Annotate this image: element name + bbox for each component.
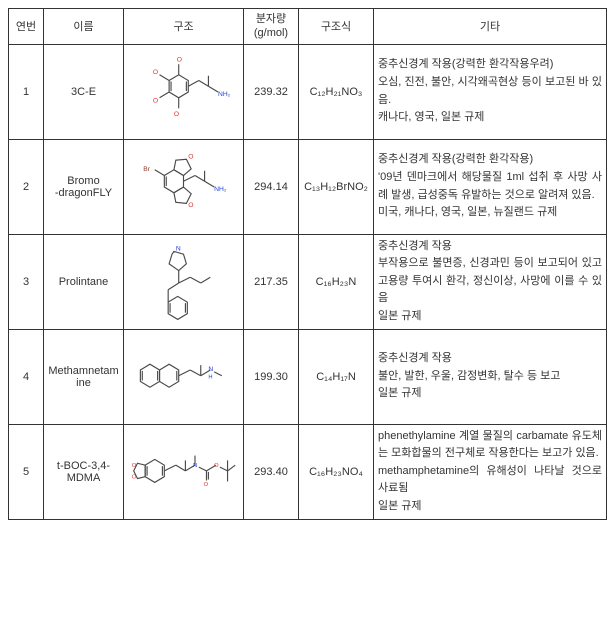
molecule-diagram: O O O O NH₂ <box>126 47 241 133</box>
svg-text:O: O <box>132 475 137 481</box>
table-row: 5 t-BOC-3,4-MDMA <box>9 424 607 519</box>
cell-num: 5 <box>9 424 44 519</box>
svg-text:O: O <box>177 56 182 63</box>
table-row: 4 Methamnetamine <box>9 329 607 424</box>
cell-structure: O O O O NH₂ <box>124 44 244 139</box>
cell-num: 4 <box>9 329 44 424</box>
header-molweight-l1: 분자량 <box>256 13 286 25</box>
svg-text:N: N <box>176 245 181 252</box>
cell-etc: 중추신경계 작용(강력한 환각작용우려) 오심, 진전, 불안, 시각왜곡현상 … <box>374 44 607 139</box>
header-name: 이름 <box>44 9 124 45</box>
header-formula: 구조식 <box>299 9 374 45</box>
table-row: 1 3C-E <box>9 44 607 139</box>
svg-text:N: N <box>193 463 197 469</box>
cell-formula: C₁₆H₂₃N <box>299 234 374 329</box>
svg-text:O: O <box>132 463 137 469</box>
table-row: 3 Prolintane N <box>9 234 607 329</box>
cell-num: 2 <box>9 139 44 234</box>
header-molweight: 분자량 (g/mol) <box>244 9 299 45</box>
cell-etc: phenethylamine 계열 물질의 carbamate 유도체는 모화합… <box>374 424 607 519</box>
cell-structure: N <box>124 234 244 329</box>
svg-text:O: O <box>188 202 193 209</box>
svg-text:H: H <box>208 375 212 381</box>
molecule-diagram: Br O O NH₂ <box>126 142 241 228</box>
cell-name: 3C-E <box>44 44 124 139</box>
table-row: 2 Bromo-dragonFLY Br <box>9 139 607 234</box>
cell-formula: C₁₆H₂₃NO₄ <box>299 424 374 519</box>
cell-etc: 중추신경계 작용 불안, 발한, 우울, 감정변화, 탈수 등 보고 일본 규제 <box>374 329 607 424</box>
compound-table: 연번 이름 구조 분자량 (g/mol) 구조식 기타 1 3C-E <box>8 8 607 520</box>
svg-text:O: O <box>153 69 158 76</box>
svg-text:N: N <box>208 366 213 373</box>
cell-num: 1 <box>9 44 44 139</box>
cell-molweight: 199.30 <box>244 329 299 424</box>
svg-text:O: O <box>188 153 193 160</box>
header-molweight-l2: (g/mol) <box>254 27 288 39</box>
cell-formula: C₁₂H₂₁NO₃ <box>299 44 374 139</box>
molecule-diagram: N <box>126 237 241 323</box>
cell-name: Methamnetamine <box>44 329 124 424</box>
svg-text:O: O <box>174 111 179 118</box>
svg-text:NH₂: NH₂ <box>214 186 227 193</box>
header-etc: 기타 <box>374 9 607 45</box>
cell-structure: O O N O O <box>124 424 244 519</box>
cell-etc: 중추신경계 작용(강력한 환각작용) '09년 덴마크에서 해당물질 1ml 섭… <box>374 139 607 234</box>
cell-num: 3 <box>9 234 44 329</box>
cell-molweight: 239.32 <box>244 44 299 139</box>
cell-molweight: 294.14 <box>244 139 299 234</box>
cell-etc: 중추신경계 작용 부작용으로 불면증, 신경과민 등이 보고되어 있고 고용량 … <box>374 234 607 329</box>
cell-molweight: 293.40 <box>244 424 299 519</box>
molecule-diagram: O O N O O <box>126 446 241 494</box>
svg-text:Br: Br <box>143 166 150 173</box>
cell-name: Prolintane <box>44 234 124 329</box>
molecule-diagram: N H <box>126 346 241 404</box>
cell-structure: N H <box>124 329 244 424</box>
cell-formula: C₁₄H₁₇N <box>299 329 374 424</box>
table-header-row: 연번 이름 구조 분자량 (g/mol) 구조식 기타 <box>9 9 607 45</box>
header-num: 연번 <box>9 9 44 45</box>
cell-structure: Br O O NH₂ <box>124 139 244 234</box>
cell-name: Bromo-dragonFLY <box>44 139 124 234</box>
cell-molweight: 217.35 <box>244 234 299 329</box>
svg-text:NH₂: NH₂ <box>218 91 231 98</box>
header-structure: 구조 <box>124 9 244 45</box>
svg-text:O: O <box>214 463 219 469</box>
cell-formula: C₁₃H₁₂BrNO₂ <box>299 139 374 234</box>
svg-text:O: O <box>153 98 158 105</box>
cell-name: t-BOC-3,4-MDMA <box>44 424 124 519</box>
svg-text:O: O <box>204 482 209 488</box>
